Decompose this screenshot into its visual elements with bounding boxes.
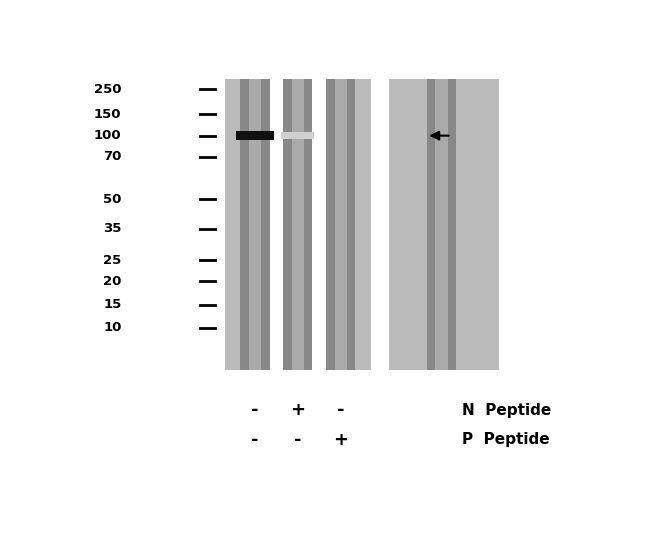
Text: -: - [252,401,259,419]
Text: 25: 25 [103,254,122,267]
Bar [335,79,347,370]
Text: 35: 35 [103,222,122,235]
Text: -: - [252,431,259,449]
Text: +: + [333,431,348,449]
Bar [292,79,304,370]
Bar [335,79,347,370]
Bar [225,79,371,370]
Text: 250: 250 [94,83,122,96]
Bar [436,79,448,370]
Text: 50: 50 [103,193,122,205]
Bar [326,79,356,370]
Bar [371,79,389,370]
Bar [283,79,313,370]
Bar [240,79,270,370]
Bar [389,79,499,370]
Text: -: - [294,431,302,449]
Text: 70: 70 [103,150,122,163]
Text: 10: 10 [103,322,122,334]
Bar [335,79,347,370]
Text: 100: 100 [94,129,122,142]
Text: 20: 20 [103,275,122,288]
Bar [236,131,274,141]
Bar [283,79,313,370]
Bar [326,79,356,370]
Bar [313,79,326,370]
Text: P  Peptide: P Peptide [462,433,549,447]
Bar [281,132,315,139]
Text: 150: 150 [94,108,122,121]
Bar [270,79,283,370]
Bar [292,79,304,370]
Text: 15: 15 [103,298,122,311]
Bar [427,79,456,370]
Text: +: + [291,401,306,419]
Text: N  Peptide: N Peptide [462,403,551,418]
Text: -: - [337,401,344,419]
Bar [249,79,261,370]
Bar [326,79,356,370]
